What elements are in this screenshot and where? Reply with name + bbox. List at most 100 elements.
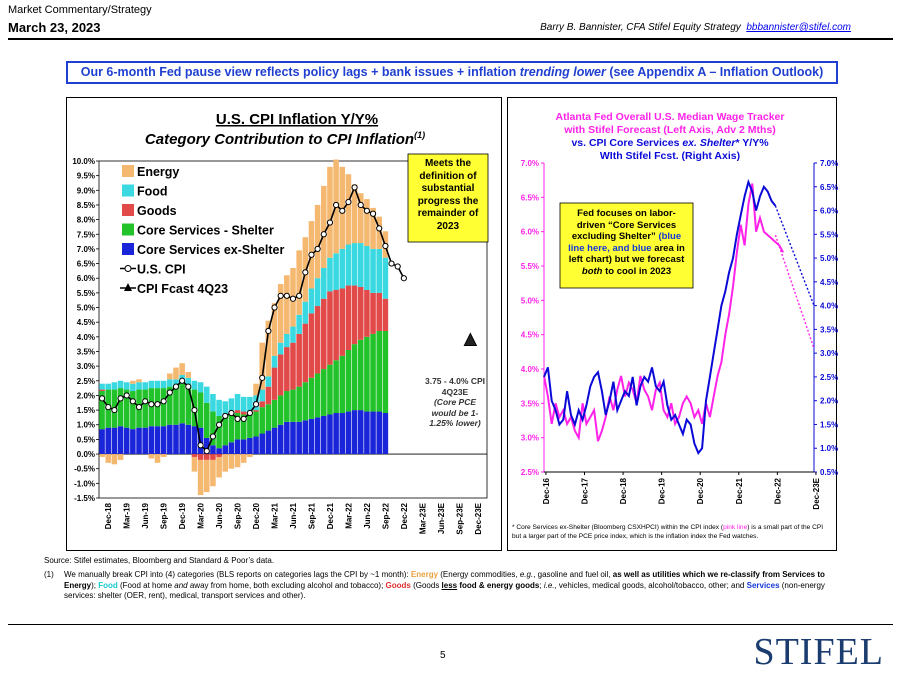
cpi-bar-segment xyxy=(105,427,112,455)
cpi-bar-segment xyxy=(296,421,302,455)
cpi-line-point xyxy=(388,260,395,267)
cpi-line-point xyxy=(376,225,383,232)
cpi-bar-segment xyxy=(142,427,148,455)
cpi-y-tick-label: -1.5% xyxy=(74,494,95,503)
cpi-bar-segment xyxy=(130,391,136,430)
cpi-bar-segment xyxy=(302,323,309,383)
cpi-line-point xyxy=(142,398,149,405)
cpi-line-point xyxy=(265,327,272,335)
cpi-x-tick-label: Jun-23E xyxy=(437,502,446,534)
cpi-bar-segment xyxy=(240,439,247,455)
wage-x-tick-label: Dec-23E xyxy=(812,477,821,509)
cpi-bar-segment xyxy=(185,386,192,425)
cpi-line-point xyxy=(296,292,303,299)
fn-less: less xyxy=(441,580,458,590)
progress-note-text: Meets the definition of substantial prog… xyxy=(417,158,479,232)
cpi-contribution-chart: U.S. CPI Inflation Y/Y% Category Contrib… xyxy=(66,97,502,551)
fn-t9: food & energy goods xyxy=(457,580,540,590)
cpi-line-point xyxy=(215,421,223,428)
cpi-line-point xyxy=(302,269,309,276)
cpi-bar-segment xyxy=(321,267,327,299)
cpi-x-tick-label: Dec-23E xyxy=(474,502,483,534)
fn-t11: , vehicles, medical goods, alcohol/tobac… xyxy=(554,580,747,590)
cpi-line-point xyxy=(203,448,210,455)
cpi-bar-segment xyxy=(271,367,278,400)
cpi-bar-segment xyxy=(302,420,309,455)
cpi-y-tick-label: 0.0% xyxy=(77,450,95,459)
footnote-1: (1) We manually break CPI into (4) categ… xyxy=(44,570,844,602)
cpi-y-tick-label: 6.0% xyxy=(77,274,95,283)
fcast-annotation-text: 3.75 - 4.0% CPI 4Q23E (Core PCE would be … xyxy=(422,376,488,429)
cpi-legend-label: CPI Fcast 4Q23 xyxy=(137,282,228,296)
cpi-bar-segment xyxy=(185,371,192,378)
cpi-line-point xyxy=(191,406,198,414)
cpi-bar-segment xyxy=(284,391,290,422)
cpi-bar-segment xyxy=(117,388,124,427)
cpi-line-point xyxy=(252,401,260,408)
cpi-line-point xyxy=(246,409,253,417)
fn-t3: , gasoline and fuel oil, xyxy=(533,570,613,579)
fn-eg: e.g. xyxy=(519,570,534,579)
cpi-x-tick-label: Dec-18 xyxy=(104,502,113,529)
cpi-bar-segment xyxy=(247,454,253,457)
wage-right-tick-label: 4.5% xyxy=(820,278,838,287)
cpi-fcast-marker xyxy=(463,332,478,346)
fn-goods: Goods xyxy=(385,580,411,590)
cpi-bar-segment xyxy=(284,333,290,348)
cpi-bar-segment xyxy=(99,454,105,457)
cpi-bar-segment xyxy=(357,243,364,288)
cpi-legend-swatch xyxy=(122,165,134,177)
cpi-bar-segment xyxy=(228,398,235,414)
fn-t6: (Food at home xyxy=(117,580,175,590)
cpi-y-tick-label: 7.0% xyxy=(77,245,95,254)
fn-t7: away from home, both excluding alcohol a… xyxy=(187,580,386,590)
cpi-x-tick-label: Sep-22 xyxy=(381,502,390,529)
cpi-legend-label: Core Services ex-Shelter xyxy=(137,243,284,257)
wage-lines xyxy=(543,178,815,455)
cpi-line-point xyxy=(185,383,192,390)
wage-right-tick-label: 3.5% xyxy=(820,325,838,334)
cpi-bar-segment xyxy=(234,410,241,414)
wage-left-tick-label: 5.0% xyxy=(521,296,539,305)
cpi-x-tick-label: Dec-19 xyxy=(178,502,187,529)
stifel-logo: STIFEL xyxy=(753,631,884,673)
fn-energy: Energy xyxy=(410,570,439,579)
cpi-bar-segment xyxy=(271,355,278,368)
cpi-bar-segment xyxy=(357,193,364,244)
cpi-bar-segment xyxy=(210,459,216,487)
cpi-line-point xyxy=(351,184,358,191)
page-number: 5 xyxy=(440,650,446,661)
cpi-bar-segment xyxy=(321,369,327,416)
cpi-bar-segment xyxy=(167,373,173,380)
cpi-legend-label: Core Services - Shelter xyxy=(137,224,274,238)
cpi-bar-segment xyxy=(345,285,352,351)
cpi-bar-segment xyxy=(376,411,383,455)
cpi-plot-frame xyxy=(98,160,488,499)
cpi-bar-segment xyxy=(99,389,105,392)
wage-left-tick-label: 6.5% xyxy=(521,193,539,202)
cpi-y-tick-label: 8.5% xyxy=(77,201,95,210)
cpi-bar-segment xyxy=(308,288,315,314)
author-email-link[interactable]: bbbannister@stifel.com xyxy=(746,22,851,33)
cpi-line-point xyxy=(98,395,106,402)
cpi-line-point xyxy=(117,395,124,402)
cpi-line-point xyxy=(369,210,377,217)
cpi-bar-segment xyxy=(216,415,222,449)
cpi-line-point xyxy=(382,242,389,250)
cpi-bar-segment xyxy=(234,393,241,411)
cpi-bar-segment xyxy=(277,354,284,396)
wage-axes: 2.5% 3.0% 3.5% 4.0% 4.5% 5.0% 5.5% 6.0% 6.5% 7.0%… xyxy=(521,159,838,510)
cpi-bar-segment xyxy=(240,396,247,412)
cpi-bar-segment xyxy=(123,382,130,390)
cpi-legend-swatch xyxy=(122,223,134,236)
cpi-line-point xyxy=(394,263,401,270)
cpi-bar-segment xyxy=(210,411,216,446)
cpi-legend-swatch xyxy=(122,243,134,255)
cpi-y-tick-label: -0.5% xyxy=(74,465,95,474)
cpi-bar-segment xyxy=(314,373,321,418)
cpi-line-point xyxy=(209,433,217,440)
cpi-bar-segment xyxy=(290,342,296,390)
cpi-bar-segment xyxy=(216,399,222,416)
cpi-bar-segment xyxy=(210,393,216,412)
cpi-bar-segment xyxy=(376,248,383,293)
